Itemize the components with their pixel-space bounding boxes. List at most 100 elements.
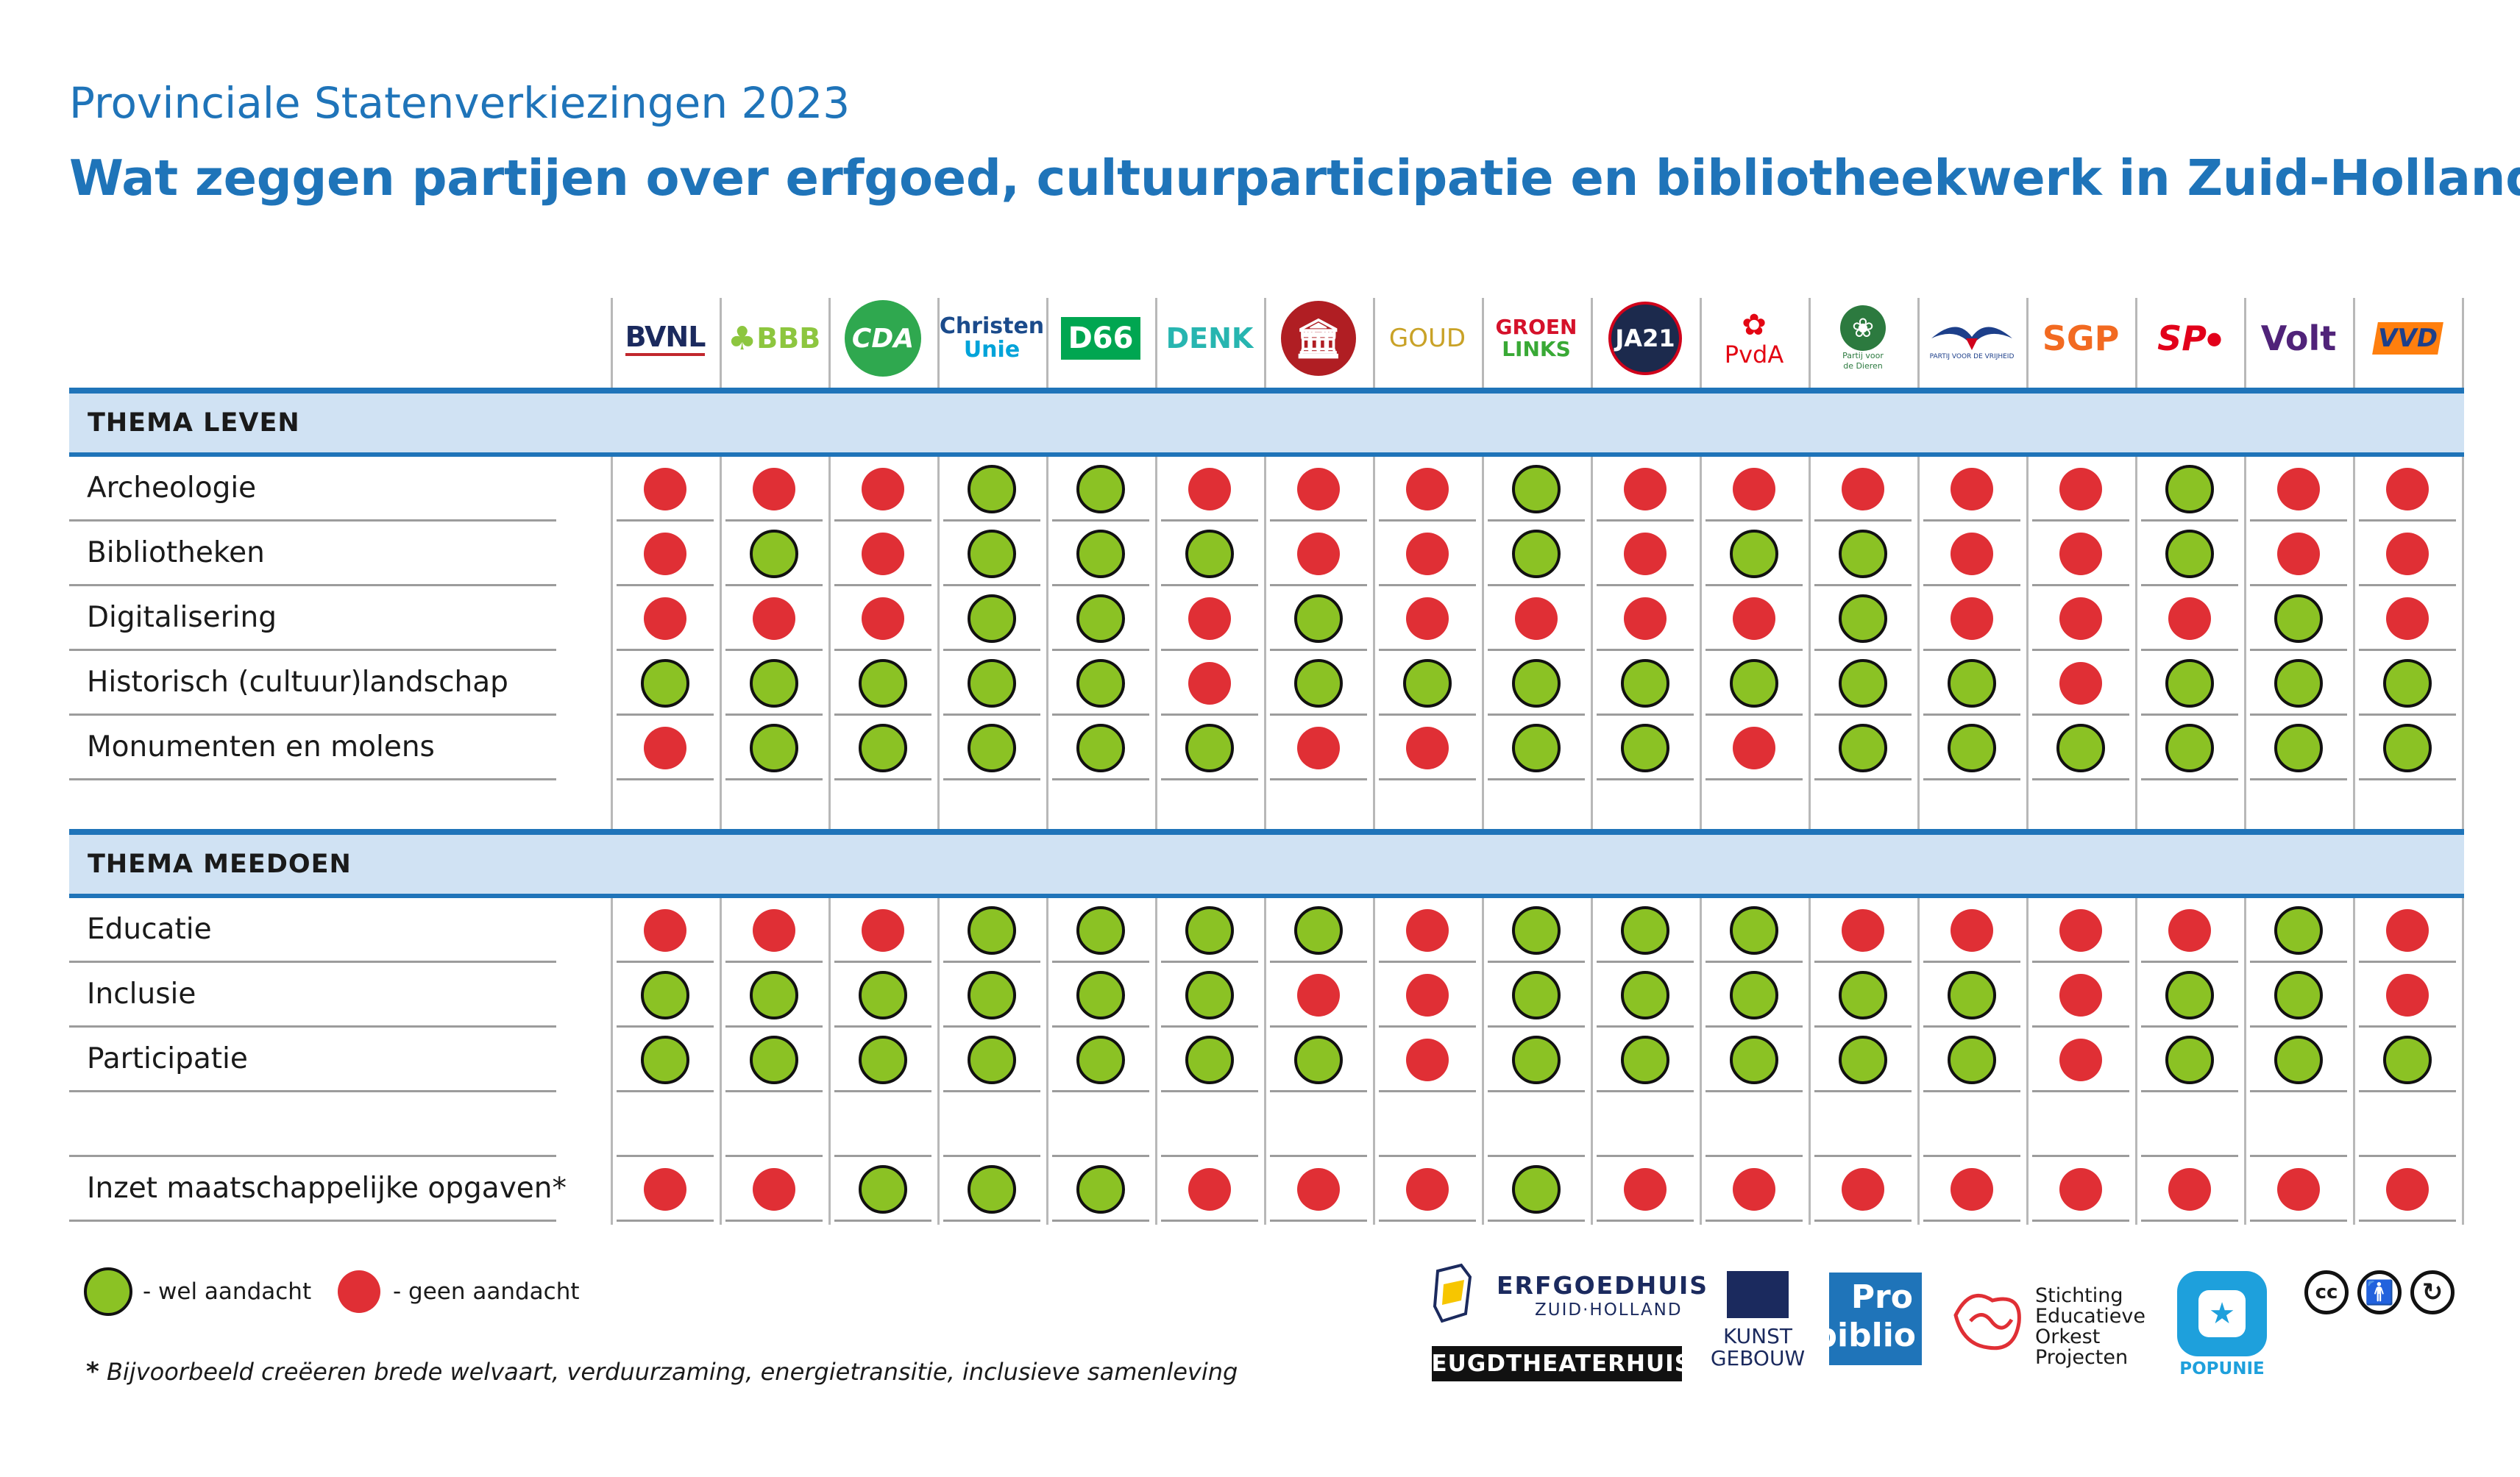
attention-yes-dot xyxy=(750,724,798,772)
logo-pvv: PARTIJ VOOR DE VRIJHEID xyxy=(1919,298,2025,379)
cell-divider xyxy=(943,584,1040,586)
cell-divider xyxy=(834,778,931,780)
cell-divider xyxy=(1270,1220,1367,1222)
attention-no-dot xyxy=(644,468,686,510)
attention-no-dot xyxy=(1951,909,1993,952)
attention-yes-dot xyxy=(1839,594,1887,643)
attention-yes-dot xyxy=(1730,530,1778,578)
cell-divider xyxy=(2032,778,2129,780)
row-divider xyxy=(69,649,556,651)
cell-divider xyxy=(1161,1090,1258,1092)
logo-volt: Volt xyxy=(2260,318,2337,358)
cell-divider xyxy=(1488,649,1585,651)
attention-yes-dot xyxy=(1076,724,1125,772)
column-divider xyxy=(2244,298,2246,1225)
attention-no-dot xyxy=(1842,468,1884,510)
cell-divider xyxy=(1379,649,1476,651)
cell-divider xyxy=(1706,1155,1803,1157)
cell-divider xyxy=(1161,1155,1258,1157)
cell-divider xyxy=(2250,1220,2347,1222)
cell-divider xyxy=(834,1090,931,1092)
attention-yes-dot xyxy=(2165,724,2214,772)
cell-divider xyxy=(1052,961,1149,963)
cell-divider xyxy=(834,713,931,716)
column-divider xyxy=(611,298,613,1225)
attention-yes-dot xyxy=(968,724,1016,772)
cell-divider xyxy=(1161,519,1258,522)
cell-divider xyxy=(1597,1090,1694,1092)
row-label: Educatie xyxy=(87,913,212,946)
column-divider xyxy=(2026,298,2029,1225)
cell-divider xyxy=(617,713,714,716)
attention-no-dot xyxy=(1733,597,1775,640)
cell-divider xyxy=(1052,1090,1149,1092)
cell-divider xyxy=(617,778,714,780)
logo-cda: CDA xyxy=(830,298,936,379)
cell-divider xyxy=(943,1220,1040,1222)
cell-divider xyxy=(1706,1220,1803,1222)
cell-divider xyxy=(834,584,931,586)
cell-divider xyxy=(1270,1155,1367,1157)
cell-divider xyxy=(2032,1090,2129,1092)
attention-yes-dot xyxy=(968,465,1016,513)
attention-no-dot xyxy=(753,909,795,952)
attention-yes-dot xyxy=(641,1036,689,1084)
cell-divider xyxy=(725,1220,823,1222)
attention-yes-dot xyxy=(1621,971,1669,1019)
row-label: Monumenten en molens xyxy=(87,730,435,764)
cell-divider xyxy=(1488,1155,1585,1157)
cell-divider xyxy=(1379,1090,1476,1092)
cell-divider xyxy=(1814,1025,1912,1028)
column-divider xyxy=(1373,298,1375,1225)
attention-no-dot xyxy=(2168,597,2211,640)
erfgoedhuis-logo: ERFGOEDHUIS ZUID·HOLLAND xyxy=(1432,1262,1707,1328)
row-label: Bibliotheken xyxy=(87,536,265,569)
cell-divider xyxy=(1270,649,1367,651)
cell-divider xyxy=(1379,961,1476,963)
cell-divider xyxy=(617,1090,714,1092)
cell-divider xyxy=(1161,778,1258,780)
attention-yes-dot xyxy=(750,971,798,1019)
attention-yes-dot xyxy=(750,659,798,708)
column-divider xyxy=(1046,298,1048,1225)
attention-no-dot xyxy=(1842,1168,1884,1211)
cell-divider xyxy=(1814,1155,1912,1157)
attention-no-dot xyxy=(1624,468,1667,510)
cell-divider xyxy=(725,961,823,963)
cell-divider xyxy=(1379,1025,1476,1028)
cell-divider xyxy=(2359,713,2456,716)
cell-divider xyxy=(725,1090,823,1092)
column-divider xyxy=(1264,298,1266,1225)
cell-divider xyxy=(1814,1090,1912,1092)
attention-no-dot xyxy=(2386,468,2429,510)
logo-sp: SP ● xyxy=(2157,318,2222,358)
cell-divider xyxy=(2141,1220,2238,1222)
subtitle: Provinciale Statenverkiezingen 2023 xyxy=(69,78,851,128)
cell-divider xyxy=(1379,584,1476,586)
attention-yes-dot xyxy=(1512,1165,1561,1214)
cell-divider xyxy=(1706,584,1803,586)
cell-divider xyxy=(834,1220,931,1222)
attention-yes-dot xyxy=(1294,594,1343,643)
attention-yes-dot xyxy=(1076,1036,1125,1084)
attention-no-dot xyxy=(644,1168,686,1211)
cell-divider xyxy=(2032,584,2129,586)
attention-yes-dot xyxy=(641,971,689,1019)
cell-divider xyxy=(617,1220,714,1222)
attention-no-dot xyxy=(2059,1168,2102,1211)
attention-no-dot xyxy=(1297,974,1340,1017)
attention-yes-dot xyxy=(1403,659,1452,708)
attention-no-dot xyxy=(2059,533,2102,575)
attention-yes-dot xyxy=(2383,724,2432,772)
cell-divider xyxy=(1161,713,1258,716)
column-divider xyxy=(1700,298,1702,1225)
attention-no-dot xyxy=(2168,1168,2211,1211)
column-divider xyxy=(1155,298,1157,1225)
legend-green-label: - wel aandacht xyxy=(143,1278,312,1305)
attention-no-dot xyxy=(2277,468,2320,510)
row-label: Archeologie xyxy=(87,471,257,505)
attention-no-dot xyxy=(1297,727,1340,769)
cell-divider xyxy=(1052,519,1149,522)
attention-no-dot xyxy=(2386,974,2429,1017)
cell-divider xyxy=(1923,713,2020,716)
